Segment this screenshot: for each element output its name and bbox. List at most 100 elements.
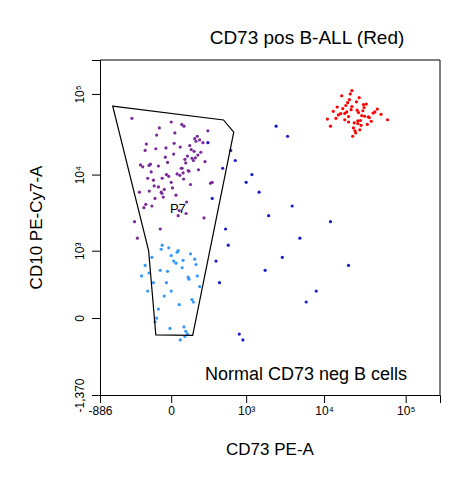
event-dot	[238, 332, 241, 335]
y-tick-label: 10⁴	[73, 166, 87, 185]
event-dot	[144, 203, 147, 206]
event-dot	[187, 276, 190, 279]
event-dot	[146, 289, 149, 292]
event-dot	[150, 204, 153, 207]
event-dot	[130, 117, 133, 120]
event-dot	[350, 105, 353, 108]
event-dot	[196, 135, 199, 138]
event-dot	[170, 120, 173, 123]
event-dot	[206, 129, 209, 132]
event-dot	[142, 206, 145, 209]
event-dot	[329, 125, 332, 128]
y-axis: -1,370010³10⁴10⁵	[73, 61, 101, 413]
event-dot	[221, 167, 224, 170]
event-dot	[194, 263, 197, 266]
y-tick-mark	[92, 395, 100, 396]
event-dot	[227, 244, 230, 247]
y-tick-mark	[92, 251, 100, 252]
event-dot	[214, 260, 217, 263]
event-dot	[192, 150, 195, 153]
event-dot	[258, 191, 261, 194]
event-dot	[203, 160, 206, 163]
y-tick-mark	[92, 318, 100, 319]
event-dot	[157, 185, 160, 188]
event-dot	[199, 151, 202, 154]
gate-label: P7	[170, 201, 186, 216]
event-dot	[181, 259, 184, 262]
event-dot	[184, 161, 187, 164]
event-dot	[179, 338, 182, 341]
event-dot	[145, 142, 148, 145]
y-tick: 10⁵	[73, 85, 100, 103]
event-dot	[144, 149, 147, 152]
x-tick: 10³	[238, 395, 255, 418]
event-dot	[170, 254, 173, 257]
event-dot	[164, 156, 167, 159]
event-dot	[153, 184, 156, 187]
x-tick-label: 0	[168, 404, 175, 418]
event-dot	[157, 308, 160, 311]
event-dot	[367, 115, 370, 118]
event-dot	[187, 169, 190, 172]
event-dot	[163, 188, 166, 191]
y-tick-label: -1,370	[73, 378, 87, 412]
event-dot	[359, 124, 362, 127]
plot-area	[113, 89, 389, 342]
annotation: Normal CD73 neg B cells	[205, 364, 407, 384]
event-dot	[186, 155, 189, 158]
event-dot	[189, 252, 192, 255]
x-tick: 10⁵	[397, 395, 415, 418]
point-series	[206, 125, 350, 342]
event-dot	[181, 266, 184, 269]
event-dot	[150, 256, 153, 259]
event-dot	[281, 256, 284, 259]
event-dot	[339, 112, 342, 115]
event-dot	[329, 220, 332, 223]
event-dot	[153, 197, 156, 200]
x-tick-label: 10³	[238, 404, 255, 418]
event-dot	[167, 175, 170, 178]
event-dot	[326, 117, 329, 120]
event-dot	[173, 142, 176, 145]
x-tick-label: -886	[88, 404, 112, 418]
event-dot	[188, 144, 191, 147]
event-dot	[180, 167, 183, 170]
event-dot	[315, 289, 318, 292]
event-dot	[197, 168, 200, 171]
event-dot	[373, 110, 376, 113]
event-dot	[351, 135, 354, 138]
event-dot	[184, 330, 187, 333]
event-dot	[170, 181, 173, 184]
event-dot	[172, 153, 175, 156]
event-dot	[154, 147, 157, 150]
y-tick: 10³	[73, 243, 100, 260]
event-dot	[354, 131, 357, 134]
event-dot	[167, 246, 170, 249]
event-dot	[159, 227, 162, 230]
event-dot	[363, 115, 366, 118]
event-dot	[190, 157, 193, 160]
y-tick: -1,370	[73, 378, 100, 412]
y-tick-mark	[92, 94, 100, 95]
event-dot	[347, 120, 350, 123]
event-dot	[291, 204, 294, 207]
event-dot	[370, 120, 373, 123]
event-dot	[358, 128, 361, 131]
event-dot	[198, 138, 201, 141]
event-dot	[305, 300, 308, 303]
event-dot	[368, 116, 371, 119]
event-dot	[194, 140, 197, 143]
y-tick: 10⁴	[73, 166, 100, 185]
event-dot	[353, 121, 356, 124]
event-dot	[160, 248, 163, 251]
event-dot	[352, 126, 355, 129]
x-axis-title: CD73 PE-A	[226, 440, 315, 459]
event-dot	[152, 179, 155, 182]
event-dot	[178, 174, 181, 177]
event-dot	[159, 269, 162, 272]
chart: P7-886010³10⁴10⁵-1,370010³10⁴10⁵CD73 PE-…	[0, 0, 465, 491]
event-dot	[168, 327, 171, 330]
event-dot	[155, 316, 158, 319]
event-dot	[348, 98, 351, 101]
event-dot	[361, 109, 364, 112]
